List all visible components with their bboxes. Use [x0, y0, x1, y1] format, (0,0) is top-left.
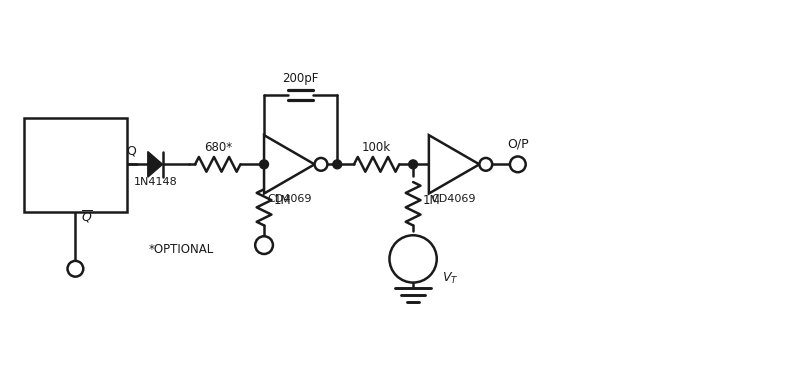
Text: *OPTIONAL: *OPTIONAL	[149, 243, 214, 256]
Text: −: −	[407, 234, 419, 248]
Circle shape	[314, 158, 327, 171]
Text: $V_T$: $V_T$	[442, 271, 458, 286]
Circle shape	[67, 261, 83, 277]
Circle shape	[409, 160, 418, 169]
Bar	[24, 118, 127, 212]
Circle shape	[390, 235, 437, 283]
Text: +: +	[407, 269, 419, 283]
Text: $\overline{Q}$: $\overline{Q}$	[82, 208, 93, 225]
Circle shape	[260, 160, 269, 169]
Text: CD4069: CD4069	[432, 194, 476, 204]
Text: −: −	[258, 237, 270, 252]
Polygon shape	[429, 135, 479, 193]
Circle shape	[333, 160, 342, 169]
Text: 1M: 1M	[274, 194, 291, 207]
Polygon shape	[264, 135, 314, 193]
Text: 100k: 100k	[362, 141, 391, 154]
Text: CD4069: CD4069	[267, 194, 311, 204]
Text: 680*: 680*	[204, 141, 232, 154]
Text: 1M: 1M	[423, 194, 441, 207]
Text: O/P: O/P	[507, 138, 529, 151]
Circle shape	[255, 236, 273, 254]
Circle shape	[479, 158, 492, 171]
Text: 200pF: 200pF	[282, 71, 319, 85]
Polygon shape	[148, 151, 162, 177]
Text: 1N4148: 1N4148	[134, 177, 178, 187]
Text: Q: Q	[126, 144, 136, 157]
Circle shape	[510, 156, 526, 172]
Text: $V_{IN}$: $V_{IN}$	[402, 251, 421, 266]
